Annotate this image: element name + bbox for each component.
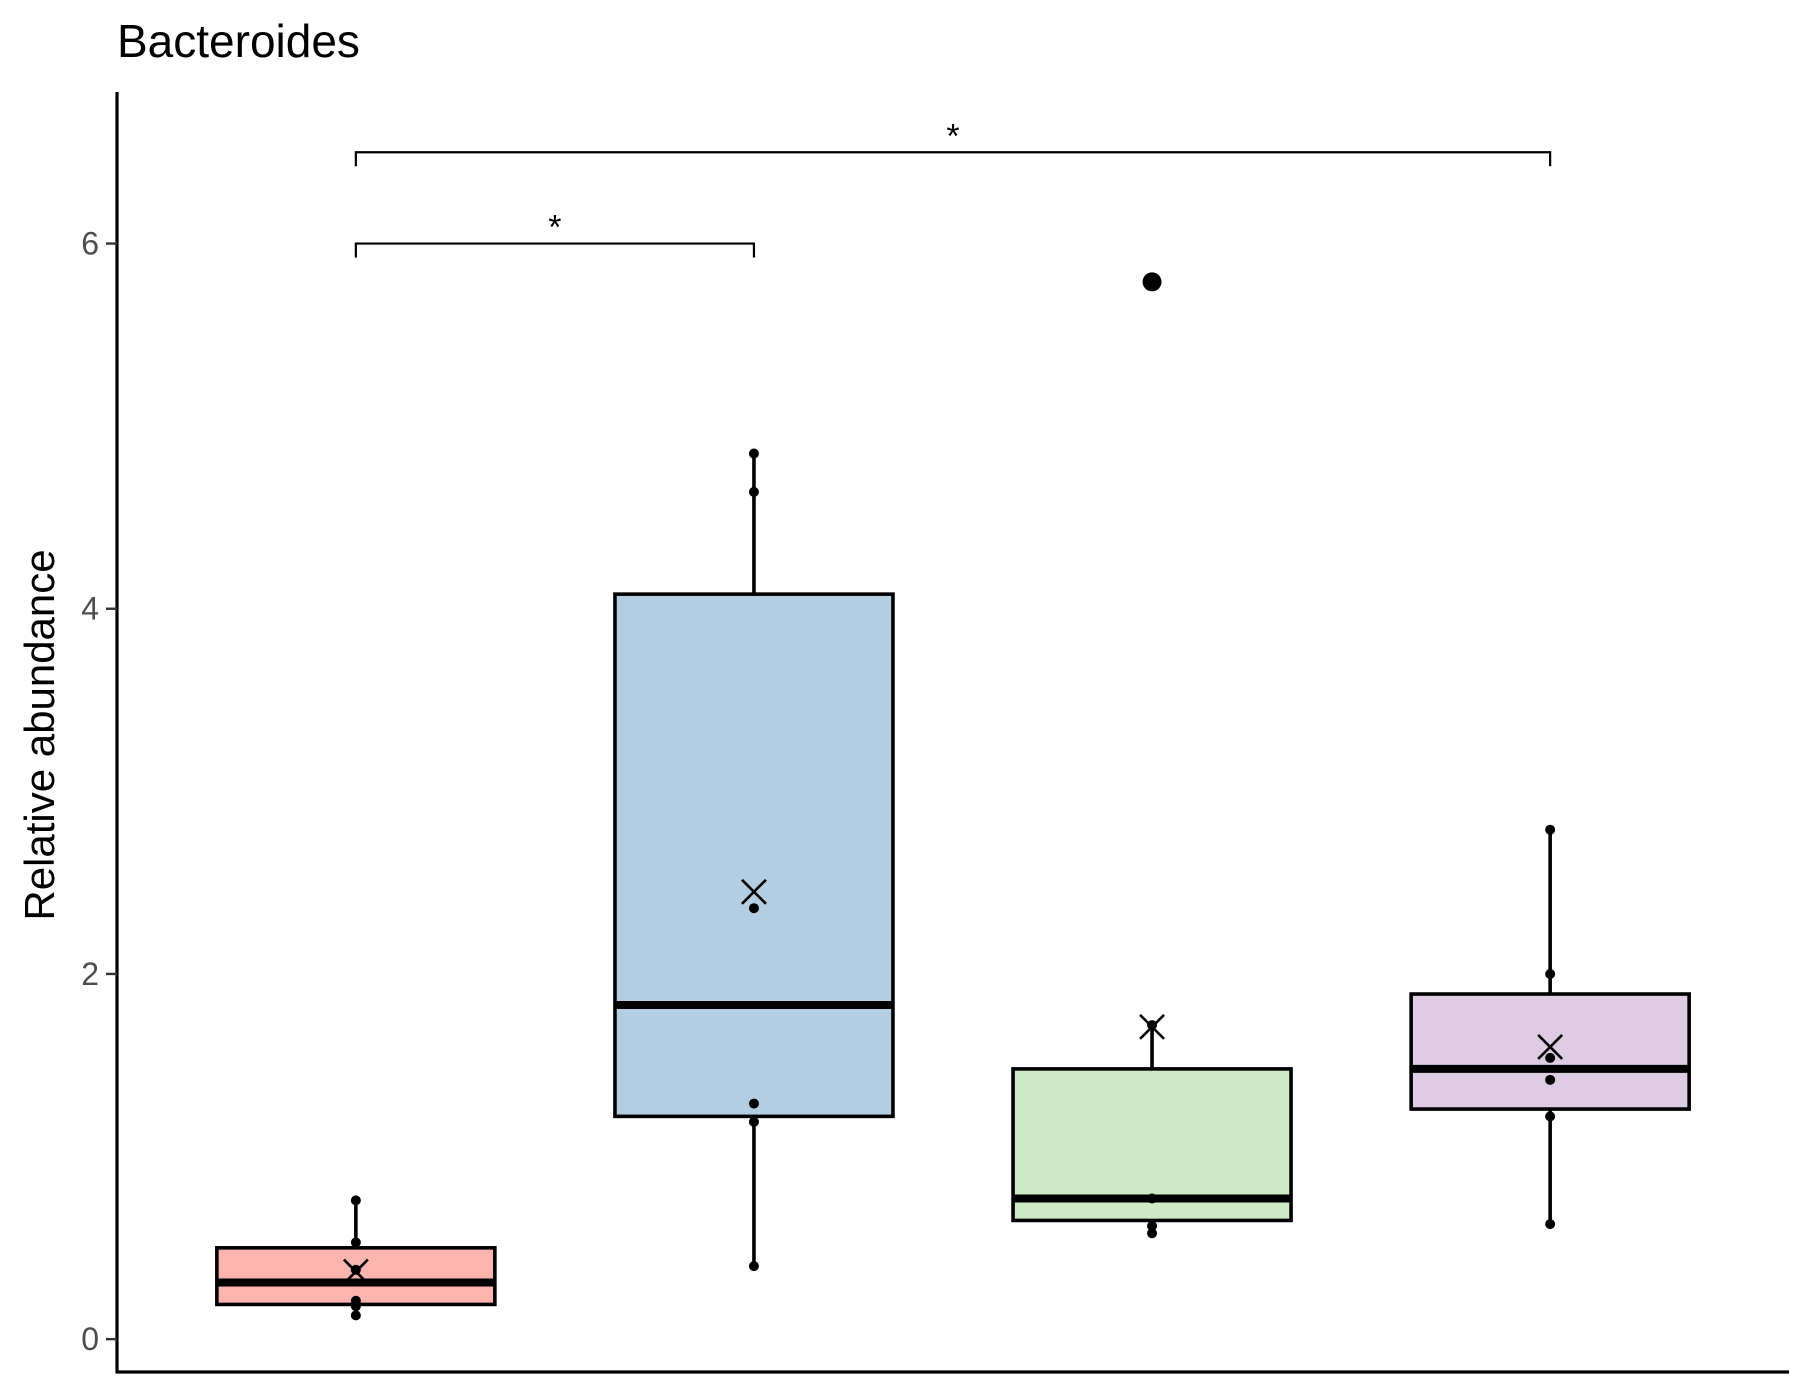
box-group xyxy=(215,1195,497,1321)
data-point xyxy=(350,1237,361,1248)
y-tick-label: 2 xyxy=(81,956,99,992)
box-group xyxy=(1409,824,1691,1230)
mean-marker xyxy=(342,1258,369,1285)
outlier-point xyxy=(1142,272,1162,292)
mean-marker-stroke xyxy=(342,1258,369,1285)
data-point xyxy=(1545,1219,1556,1230)
box-group xyxy=(613,448,895,1272)
y-axis-ticks: 0 2 4 6 xyxy=(81,226,117,1357)
significance-brackets: ** xyxy=(354,117,1552,258)
data-point xyxy=(1545,824,1556,835)
data-point xyxy=(1147,1220,1158,1231)
mean-marker xyxy=(741,878,767,905)
mean-marker-stroke xyxy=(1537,1034,1564,1060)
data-point xyxy=(748,486,759,497)
data-point xyxy=(748,448,759,459)
data-point xyxy=(748,1116,759,1127)
mean-marker-stroke xyxy=(741,878,767,905)
box-groups xyxy=(215,272,1691,1321)
y-axis-label: Relative abundance xyxy=(16,549,63,920)
y-tick-label: 0 xyxy=(81,1321,99,1357)
bracket-line xyxy=(354,151,1552,167)
data-point xyxy=(748,903,759,914)
data-point xyxy=(1545,1111,1556,1122)
data-point xyxy=(1147,1228,1158,1239)
data-point xyxy=(1545,1052,1556,1063)
data-point xyxy=(350,1195,361,1206)
data-point xyxy=(748,1261,759,1272)
significance-bracket: * xyxy=(354,209,756,258)
data-point xyxy=(1147,1193,1158,1204)
data-point xyxy=(1545,968,1556,979)
box-rect xyxy=(613,592,895,1119)
y-tick-label: 6 xyxy=(81,226,99,262)
box-rect xyxy=(215,1246,497,1307)
significance-bracket: * xyxy=(354,117,1552,167)
y-tick-label: 4 xyxy=(81,591,99,627)
box-rect xyxy=(1409,992,1691,1111)
bracket-line xyxy=(354,242,756,258)
chart-title: Bacteroides xyxy=(117,15,360,67)
data-point xyxy=(748,1098,759,1109)
box-group xyxy=(1011,272,1293,1239)
significance-label: * xyxy=(946,117,959,155)
data-point xyxy=(350,1310,361,1321)
significance-label: * xyxy=(548,209,561,247)
mean-marker-stroke xyxy=(1139,1013,1165,1040)
data-point xyxy=(350,1295,361,1306)
mean-marker xyxy=(1537,1034,1564,1060)
mean-marker xyxy=(1139,1013,1165,1040)
data-point xyxy=(1545,1074,1556,1085)
